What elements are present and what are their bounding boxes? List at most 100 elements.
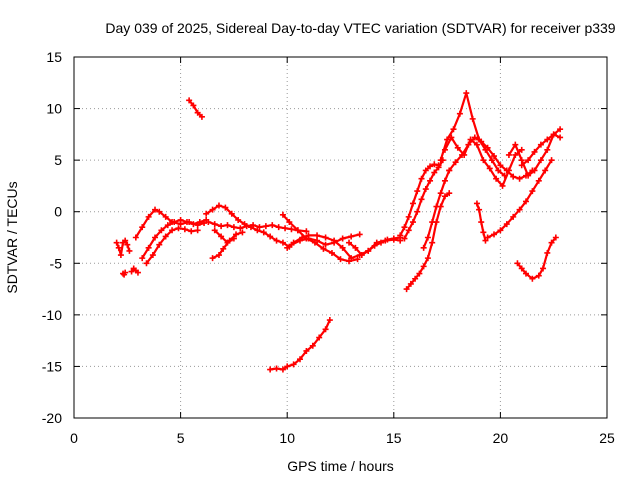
data-point: [311, 239, 318, 246]
data-point: [320, 245, 327, 252]
data-point: [484, 144, 491, 151]
data-point: [437, 157, 444, 164]
data-point: [284, 363, 291, 370]
data-point: [183, 219, 190, 226]
data-point: [446, 190, 453, 197]
data-point: [420, 263, 427, 270]
data-point: [273, 365, 280, 372]
data-point: [384, 236, 391, 243]
y-tick-label: 10: [46, 101, 62, 117]
data-point: [237, 225, 244, 232]
data-series: [397, 161, 442, 239]
data-point: [145, 244, 152, 251]
data-point: [267, 366, 274, 373]
data-point: [510, 173, 517, 180]
data-point: [414, 208, 421, 215]
data-point: [230, 224, 237, 231]
data-point: [194, 109, 201, 116]
data-point: [228, 210, 235, 217]
data-point: [542, 167, 549, 174]
data-point: [493, 175, 500, 182]
data-point: [512, 141, 519, 148]
data-point: [522, 270, 529, 277]
data-point: [203, 210, 210, 217]
series-trace: [145, 227, 199, 265]
data-series: [420, 167, 453, 251]
series-trace: [130, 267, 140, 274]
data-point: [429, 219, 436, 226]
data-point: [279, 366, 286, 373]
data-point: [250, 222, 257, 229]
data-point: [548, 157, 555, 164]
data-point: [510, 213, 517, 220]
data-point: [117, 252, 124, 259]
data-point: [296, 237, 303, 244]
data-point: [535, 177, 542, 184]
data-point: [296, 356, 303, 363]
data-point: [469, 115, 476, 122]
data-point: [407, 280, 414, 287]
data-point: [441, 193, 448, 200]
data-point: [525, 157, 532, 164]
data-point: [175, 225, 182, 232]
data-point: [414, 188, 421, 195]
data-point: [339, 244, 346, 251]
data-series: [441, 134, 525, 189]
data-point: [435, 164, 442, 171]
data-point: [282, 225, 289, 232]
data-point: [143, 260, 150, 267]
data-point: [209, 255, 216, 262]
data-point: [525, 172, 532, 179]
data-point: [284, 244, 291, 251]
data-point: [215, 252, 222, 259]
data-point: [409, 200, 416, 207]
y-axis-label: SDTVAR / TECUs: [4, 181, 20, 293]
x-tick-label: 25: [599, 430, 615, 446]
data-point: [124, 241, 131, 248]
data-point: [495, 167, 502, 174]
data-point: [358, 252, 365, 259]
series-trace: [281, 213, 359, 263]
data-point: [215, 202, 222, 209]
data-point: [441, 177, 448, 184]
data-point: [516, 206, 523, 213]
data-point: [365, 247, 372, 254]
data-point: [548, 239, 555, 246]
data-point: [459, 151, 466, 158]
data-point: [518, 157, 525, 164]
data-series: [346, 234, 404, 259]
data-point: [194, 227, 201, 234]
data-point: [171, 219, 178, 226]
data-point: [418, 196, 425, 203]
data-point: [529, 275, 536, 282]
data-point: [403, 286, 410, 293]
data-point: [126, 247, 133, 254]
data-point: [181, 226, 188, 233]
data-point: [230, 235, 237, 242]
data-point: [164, 222, 171, 229]
data-point: [550, 131, 557, 138]
data-point: [256, 224, 263, 231]
data-point: [503, 221, 510, 228]
data-point: [239, 229, 246, 236]
data-point: [316, 334, 323, 341]
data-point: [326, 317, 333, 324]
data-point: [424, 234, 431, 241]
data-series: [113, 237, 133, 259]
data-point: [448, 134, 455, 141]
data-point: [484, 234, 491, 241]
data-point: [354, 256, 361, 263]
series-trace: [405, 192, 451, 291]
data-point: [497, 227, 504, 234]
data-point: [122, 269, 129, 276]
data-point: [420, 244, 427, 251]
data-point: [152, 206, 159, 213]
data-point: [273, 237, 280, 244]
data-series: [120, 269, 129, 278]
data-point: [427, 163, 434, 170]
data-point: [288, 241, 295, 248]
data-point: [352, 244, 359, 251]
data-point: [169, 227, 176, 234]
data-point: [452, 159, 459, 166]
data-point: [473, 141, 480, 148]
